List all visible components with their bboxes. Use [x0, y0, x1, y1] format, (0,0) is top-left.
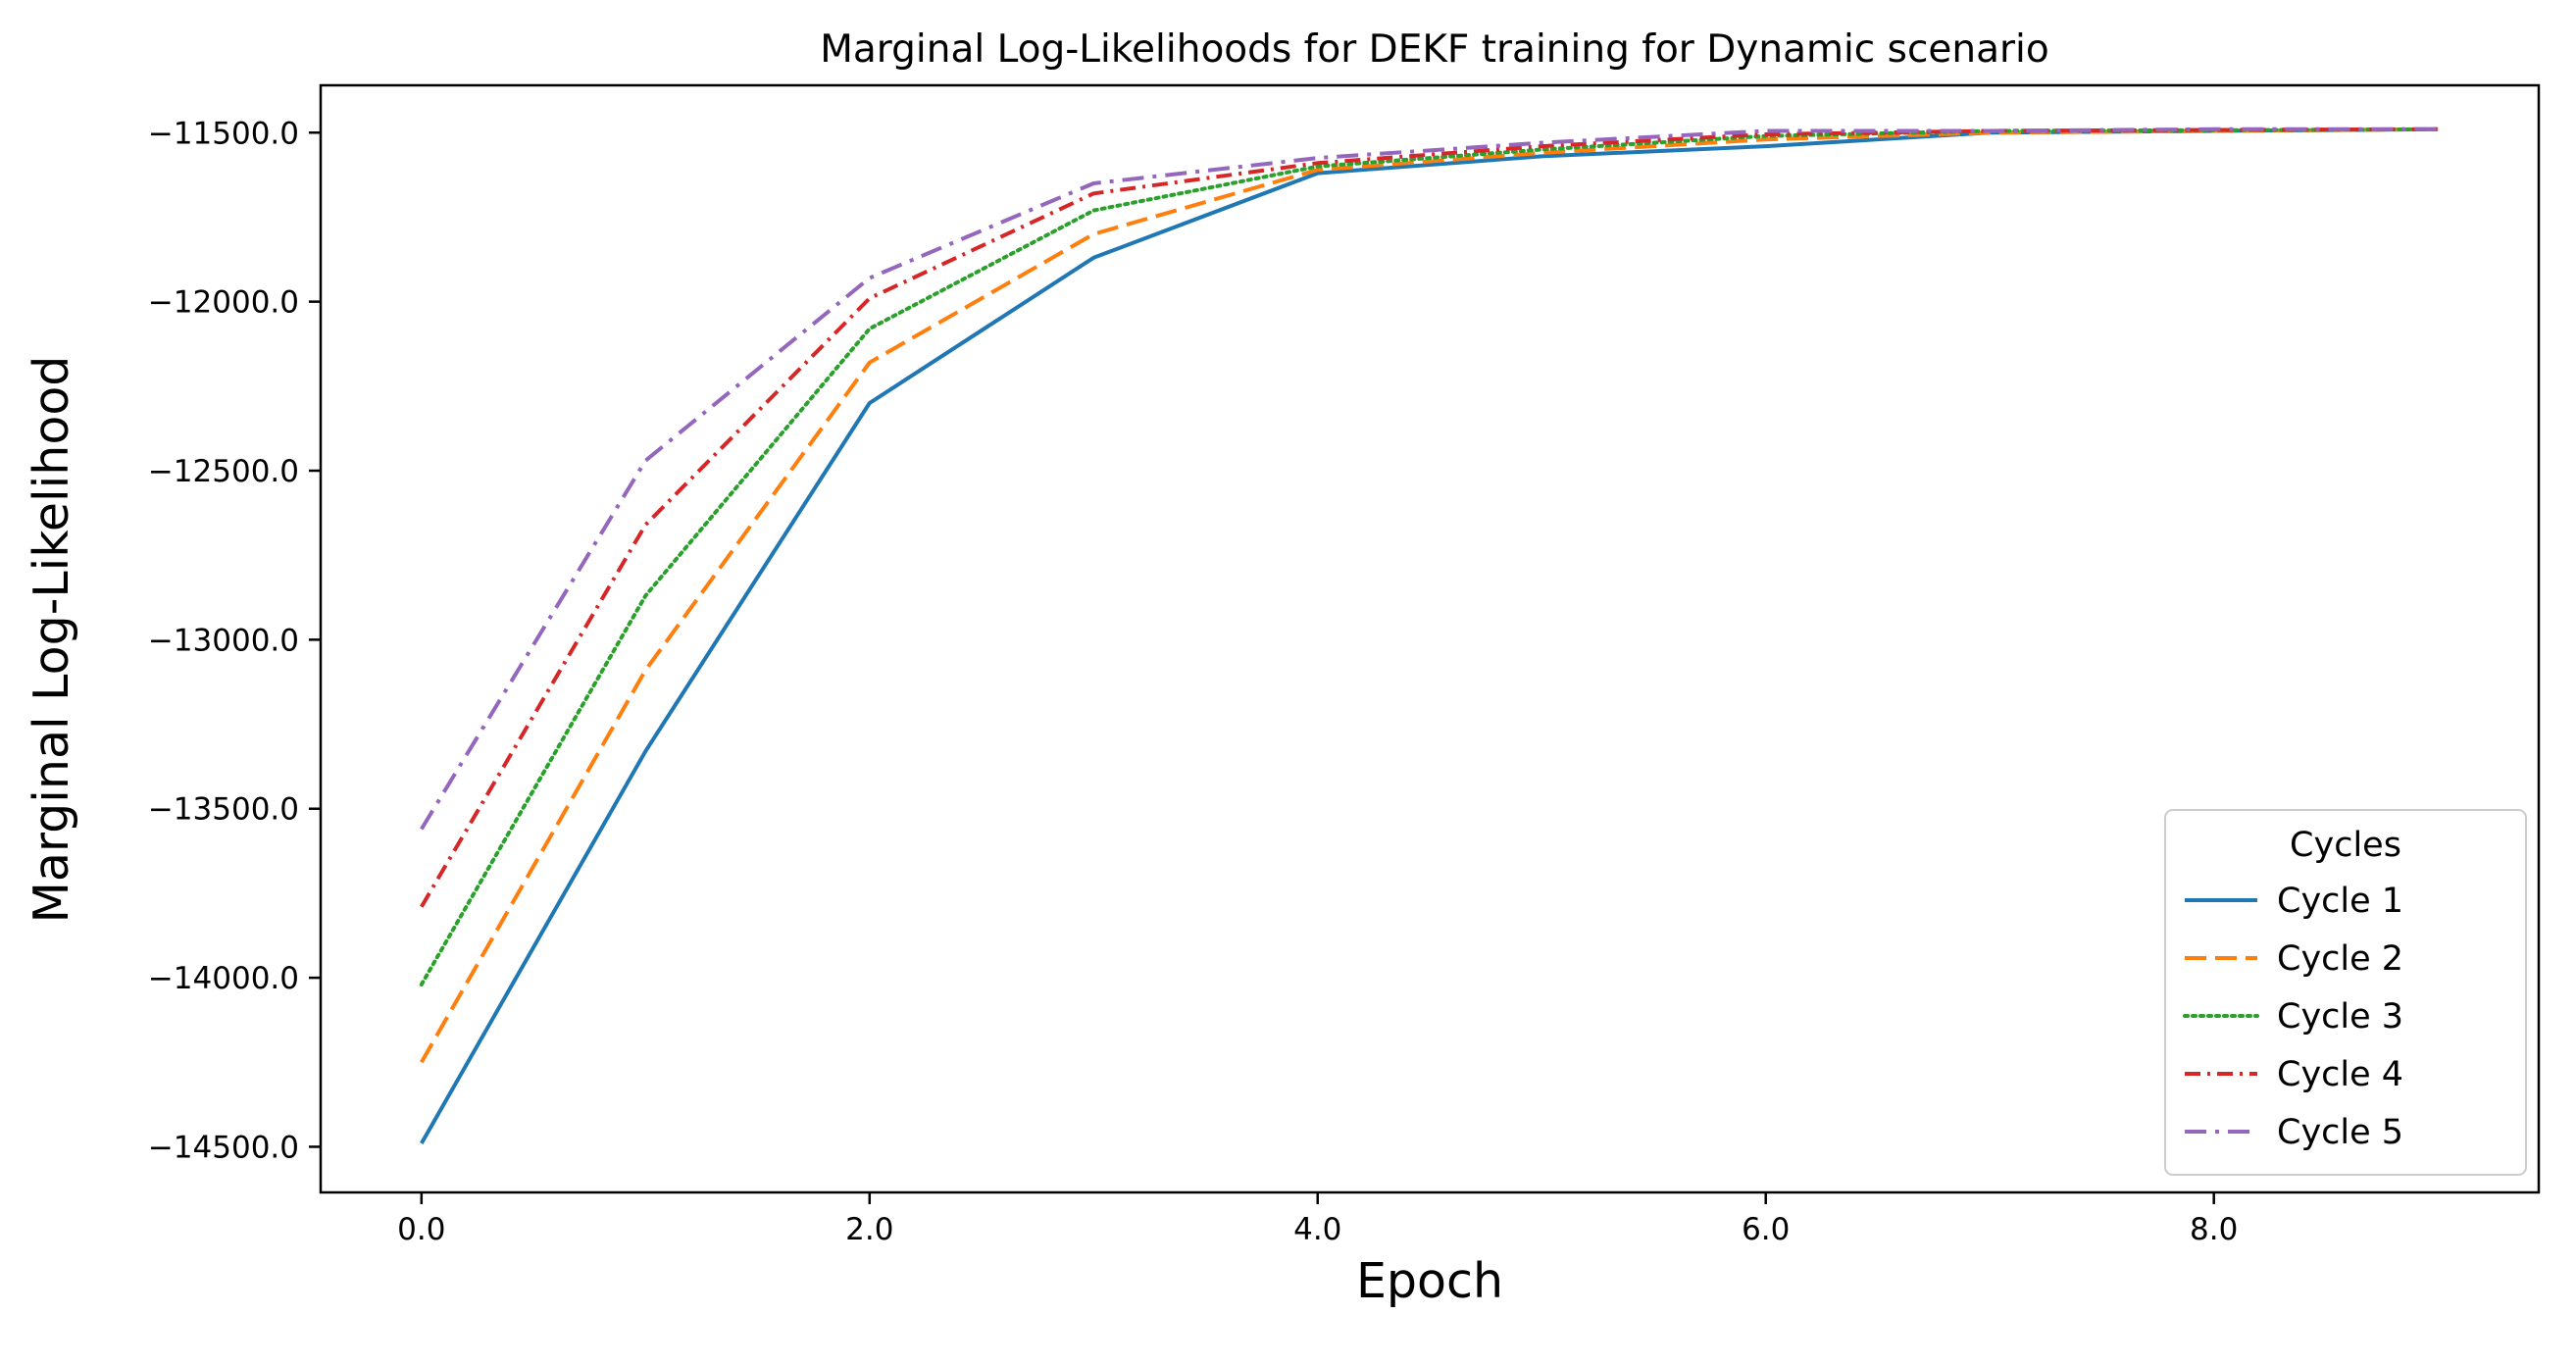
legend-label: Cycle 4: [2277, 1055, 2403, 1094]
x-tick-label: 6.0: [1742, 1212, 1790, 1247]
y-tick-label: −14000.0: [148, 961, 299, 996]
legend-title: Cycles: [2290, 826, 2401, 865]
legend-label: Cycle 3: [2277, 997, 2403, 1036]
legend-items: Cycle 1 Cycle 2 Cycle 3 Cycle 4 Cycle 5: [2183, 882, 2403, 1152]
x-axis-title: Epoch: [1356, 1253, 1503, 1309]
y-tick-label: −11500.0: [148, 116, 299, 151]
y-tick-label: −13000.0: [148, 623, 299, 658]
chart-title: Marginal Log-Likelihoods for DEKF traini…: [820, 27, 2049, 72]
x-tick-label: 8.0: [2190, 1212, 2238, 1247]
series-line-cycle-5: [420, 126, 2439, 831]
x-tick-label: 0.0: [397, 1212, 445, 1247]
plot-frame: [319, 83, 2541, 1194]
x-tick-label: 4.0: [1293, 1212, 1341, 1247]
x-tick-label: 2.0: [845, 1212, 893, 1247]
y-axis-title: Marginal Log-Likelihood: [24, 356, 79, 924]
y-tick-label: −13500.0: [148, 792, 299, 828]
series-lines: [419, 126, 2441, 1144]
legend-label: Cycle 5: [2277, 1113, 2403, 1152]
y-axis: −11500.0 −12000.0 −12500.0 −13000.0 −13500.0…: [148, 116, 321, 1165]
y-tick-label: −12000.0: [148, 285, 299, 321]
legend-label: Cycle 2: [2277, 939, 2403, 979]
x-axis: 0.0 2.0 4.0 6.0 8.0: [397, 1192, 2238, 1247]
y-tick-label: −14500.0: [148, 1130, 299, 1165]
y-tick-label: −12500.0: [148, 454, 299, 489]
legend-label: Cycle 1: [2277, 882, 2403, 921]
